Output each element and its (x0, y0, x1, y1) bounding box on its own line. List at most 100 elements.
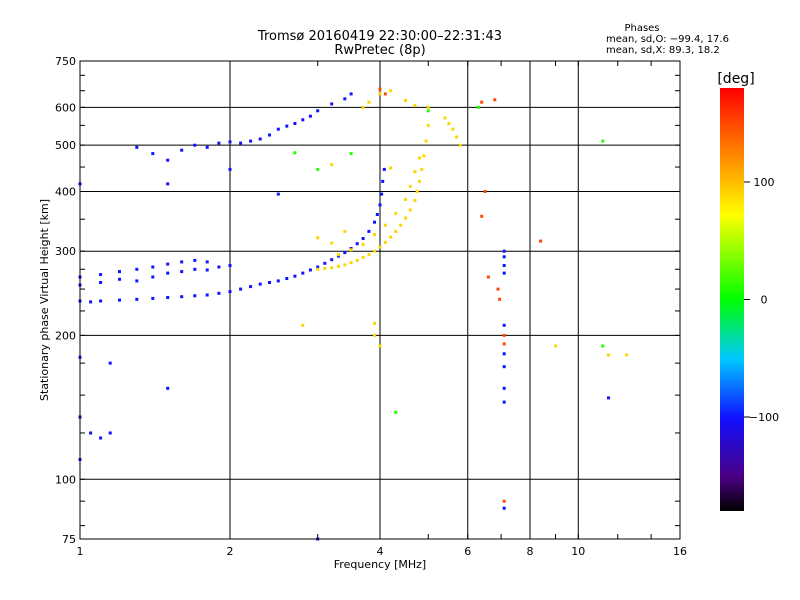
data-point (349, 152, 353, 156)
data-point (293, 151, 297, 155)
y-axis-label: Stationary phase Virtual Height [km] (38, 199, 51, 401)
data-point (373, 333, 376, 337)
data-point (496, 287, 500, 291)
data-point (276, 127, 280, 131)
y-tick-label: 300 (55, 245, 76, 258)
data-point (378, 344, 382, 348)
data-point (308, 268, 312, 272)
colorbar-label: [deg] (717, 71, 754, 87)
data-point (293, 274, 297, 278)
data-point (394, 410, 398, 414)
data-point (118, 270, 121, 274)
y-tick-label: 75 (62, 533, 76, 546)
data-point (420, 167, 424, 171)
data-point (135, 145, 139, 149)
data-point (480, 100, 484, 104)
colorbar (720, 88, 744, 511)
data-point (316, 267, 320, 271)
data-point (373, 220, 376, 224)
x-tick-label: 8 (527, 545, 534, 558)
data-point (394, 211, 398, 215)
data-point (415, 190, 419, 193)
data-point (601, 139, 605, 143)
data-point (316, 109, 320, 113)
data-point (389, 89, 393, 93)
data-point (378, 92, 382, 96)
data-point (205, 260, 209, 264)
data-point (239, 287, 243, 291)
data-point (205, 145, 209, 149)
data-point (151, 152, 155, 156)
data-point (249, 285, 253, 289)
data-point (378, 87, 382, 91)
data-point (373, 321, 376, 325)
data-point (258, 137, 262, 141)
data-point (258, 282, 262, 286)
data-point (180, 270, 184, 274)
data-point (422, 154, 426, 158)
data-point (135, 279, 139, 283)
axis-ticks: 1 2 4 6 8 10 16 75 100 200 300 400 500 600 750 (55, 55, 687, 558)
data-point (308, 114, 312, 118)
data-point (361, 105, 365, 109)
data-point (554, 344, 557, 348)
data-point (502, 400, 506, 404)
y-tick-label: 750 (55, 55, 76, 68)
data-point (228, 290, 232, 294)
data-point (249, 139, 253, 143)
data-point (166, 158, 170, 162)
data-point (330, 241, 334, 245)
data-point (99, 436, 103, 440)
data-point (383, 240, 387, 244)
data-point (205, 268, 209, 272)
colorbar-tick-label: −100 (749, 411, 779, 424)
data-point (193, 294, 197, 298)
data-point (502, 333, 506, 337)
y-tick-label: 100 (55, 473, 76, 486)
phases-mean-o: mean, sd,O: −99.4, 17.6 (606, 34, 729, 45)
data-point (301, 118, 305, 122)
data-point (486, 275, 490, 279)
data-point (404, 216, 407, 220)
data-point (193, 267, 197, 271)
chart-title: Tromsø 20160419 22:30:00–22:31:43 (257, 29, 502, 44)
data-point (228, 140, 232, 144)
data-point (367, 253, 371, 257)
data-point (285, 124, 289, 128)
data-point (426, 109, 430, 113)
data-point (285, 277, 289, 280)
data-point (418, 179, 421, 183)
data-point (408, 208, 412, 212)
data-point (135, 297, 139, 301)
plot-frame (79, 60, 681, 540)
data-point (323, 267, 327, 270)
data-point (389, 166, 393, 170)
data-point (276, 192, 280, 196)
data-point (166, 386, 170, 390)
data-point (193, 258, 197, 262)
data-point (180, 148, 184, 152)
data-point (361, 242, 365, 246)
data-point (399, 223, 403, 227)
data-point (118, 277, 121, 281)
data-point (343, 251, 347, 255)
data-point (166, 296, 170, 299)
data-point (330, 258, 334, 262)
data-point (502, 386, 506, 390)
x-tick-label: 6 (464, 545, 471, 558)
data-point (480, 214, 484, 218)
y-tick-label: 200 (55, 329, 76, 342)
data-point (607, 353, 610, 357)
data-point (276, 279, 280, 283)
data-point (383, 92, 387, 96)
data-point (118, 298, 121, 302)
data-point (180, 260, 184, 264)
data-point (383, 223, 387, 227)
data-point (99, 299, 103, 303)
data-point (382, 167, 386, 171)
data-point (443, 116, 447, 120)
phases-mean-x: mean, sd,X: 89.3, 18.2 (606, 45, 720, 56)
data-point (193, 143, 197, 147)
data-point (268, 281, 271, 284)
